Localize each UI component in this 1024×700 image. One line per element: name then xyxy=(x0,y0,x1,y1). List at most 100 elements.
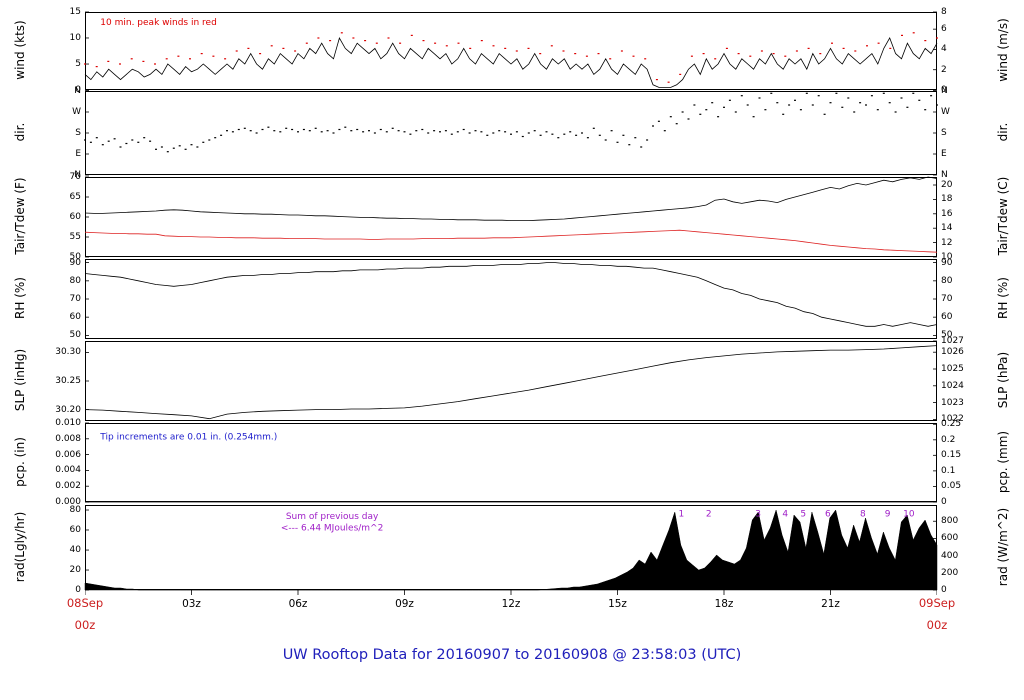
rad-left-tick-label: 40 xyxy=(69,545,81,556)
dew-point-series xyxy=(84,229,938,253)
rad-panel: rad(Lgly/hr) rad (W/m^2) 0 20 40 60 80 0 200 400 6… xyxy=(0,505,1024,595)
tair-right-tick-label: 20 xyxy=(941,180,953,190)
wind-right-tick-label: 4 xyxy=(941,44,947,55)
rad-plot-area: Sum of previous day <--- 6.44 MJoules/m^2… xyxy=(84,505,938,591)
tair-left-tick-label: 70 xyxy=(69,172,81,182)
slp-right-tick-label: 1025 xyxy=(941,364,964,374)
pcp-left-tick-label: 0.004 xyxy=(55,465,81,476)
x-axis-hour-label-18z: 18z xyxy=(714,598,734,610)
dir-right-tick-label: S xyxy=(941,128,947,138)
rad-right-tick-label: 400 xyxy=(941,550,959,561)
rad-left-tick-label: 20 xyxy=(69,565,81,576)
rad-annotation-6: 5 xyxy=(800,509,806,519)
dir-left-tick-label: N xyxy=(74,86,81,96)
rh-left-tick-label: 60 xyxy=(69,312,81,323)
pcp-right-tick-label: 0.2 xyxy=(941,434,956,445)
rad-right-axis-title: rad (W/m^2) xyxy=(996,507,1010,586)
dir-right-tick-label: N xyxy=(941,86,948,96)
rh-panel: RH (%) RH (%) 50 60 70 80 90 50 60 70 80 90 xyxy=(0,257,1024,341)
slp-panel: SLP (inHg) SLP (hPa) 30.20 30.25 30.30 1022 10… xyxy=(0,336,1024,424)
pcp-left-tick-label: 0.008 xyxy=(55,433,81,444)
pcp-right-tick-label: 0.15 xyxy=(941,450,962,461)
dir-right-tick-label: N xyxy=(941,170,948,180)
peak-winds-series xyxy=(84,32,938,83)
tair-right-tick-label: 10 xyxy=(941,252,953,262)
sea-level-pressure-series xyxy=(84,345,938,420)
rad-right-tick-label: 600 xyxy=(941,533,959,544)
x-axis-hour-label-15z: 15z xyxy=(608,598,627,610)
pcp-annotation-0: Tip increments are 0.01 in. (0.254mm.) xyxy=(99,433,277,443)
rad-annotation-10: 10 xyxy=(903,509,915,519)
x-axis-end-hour: 00z xyxy=(926,618,948,632)
slp-right-tick-label: 1024 xyxy=(941,380,964,391)
rh-right-tick-label: 50 xyxy=(941,330,953,341)
tair-left-tick-label: 60 xyxy=(69,212,81,222)
rad-left-tick-label: 80 xyxy=(69,505,81,516)
slp-left-tick-label: 30.25 xyxy=(55,376,81,386)
wind-left-tick-label: 5 xyxy=(75,59,81,70)
rh-left-tick-label: 70 xyxy=(69,294,81,304)
pcp-right-tick-label: 0 xyxy=(941,497,947,507)
dir-plot-area xyxy=(84,90,938,176)
page-title: UW Rooftop Data for 20160907 to 20160908… xyxy=(282,647,742,663)
slp-plot-area xyxy=(84,340,938,421)
tair-panel: Tair/Tdew (F) Tair/Tdew (C) 50 55 60 65 70 10 12… xyxy=(0,172,1024,262)
tair-right-tick-label: 14 xyxy=(941,223,953,234)
x-axis-hour-label-09z: 09z xyxy=(395,598,414,610)
x-axis-hour-label-06z: 06z xyxy=(288,598,308,610)
rad-right-tick-label: 200 xyxy=(941,567,959,578)
rh-left-tick-label: 90 xyxy=(69,257,81,268)
x-axis-hour-label-21z: 21z xyxy=(821,598,840,610)
rh-left-tick-label: 50 xyxy=(69,330,81,341)
slp-right-tick-label: 1027 xyxy=(941,336,964,346)
pcp-right-tick-label: 0.05 xyxy=(941,481,962,492)
slp-right-tick-label: 1022 xyxy=(941,414,964,425)
relative-humidity-series xyxy=(84,262,938,327)
dir-panel: dir. dir. N E S W N N E S W N xyxy=(0,86,1024,180)
rad-annotation-3: 2 xyxy=(706,509,712,519)
tair-left-tick-label: 55 xyxy=(69,232,81,242)
x-axis-end-date: 09Sep xyxy=(918,596,956,610)
rad-annotation-2: 1 xyxy=(679,509,685,519)
rad-right-tick-label: 800 xyxy=(941,516,959,527)
rh-plot-area xyxy=(84,259,938,339)
tair-right-tick-label: 18 xyxy=(941,194,953,205)
rad-annotation-9: 9 xyxy=(885,509,891,519)
pcp-left-tick-label: 0.010 xyxy=(55,418,81,428)
dir-left-tick-label: N xyxy=(74,170,81,180)
rad-annotation-4: 3 xyxy=(755,509,761,519)
slp-right-tick-label: 1023 xyxy=(941,397,964,408)
wind-panel: wind (kts) wind (m/s) 0 5 10 15 0 2 4 6 8 10 min. p… xyxy=(0,7,1024,95)
tair-left-tick-label: 50 xyxy=(69,252,81,262)
tair-right-tick-label: 12 xyxy=(941,237,953,248)
x-axis-hour-label-03z: 03z xyxy=(182,598,201,610)
rh-right-tick-label: 90 xyxy=(941,257,953,268)
wind-plot-area: 10 min. peak winds in red xyxy=(84,11,938,91)
wind-left-tick-label: 0 xyxy=(75,85,81,95)
x-axis-ticks xyxy=(85,590,937,595)
pcp-left-tick-label: 0.000 xyxy=(55,497,81,507)
wind-right-tick-label: 8 xyxy=(941,7,947,17)
rad-annotation-5: 4 xyxy=(782,509,788,519)
x-axis-hour-label-12z: 12z xyxy=(501,598,521,610)
rad-right-tick-label: 0 xyxy=(941,585,947,595)
wind-right-tick-label: 0 xyxy=(941,85,947,95)
rh-left-tick-label: 80 xyxy=(69,275,81,286)
rad-annotation-8: 8 xyxy=(860,509,866,519)
dir-right-tick-label: E xyxy=(941,149,947,159)
slp-left-tick-label: 30.20 xyxy=(55,404,81,415)
wind-left-tick-label: 15 xyxy=(69,7,81,17)
rh-right-tick-label: 60 xyxy=(941,312,953,323)
rad-left-tick-label: 60 xyxy=(69,524,81,535)
rh-right-tick-label: 80 xyxy=(941,275,953,286)
wind-annotation-0: 10 min. peak winds in red xyxy=(100,18,217,28)
dir-right-tick-label: W xyxy=(941,107,950,117)
wind-left-tick-label: 10 xyxy=(69,32,81,43)
pcp-left-tick-label: 0.002 xyxy=(55,481,81,492)
pcp-plot-area: Tip increments are 0.01 in. (0.254mm.) xyxy=(85,422,937,503)
wind-speed-series xyxy=(84,36,938,88)
slp-left-tick-label: 30.30 xyxy=(55,347,81,358)
pcp-panel: pcp. (in) pcp. (mm) 0.000 0.002 0.004 0.006 0.… xyxy=(0,418,1024,507)
tair-plot-area xyxy=(84,176,938,258)
